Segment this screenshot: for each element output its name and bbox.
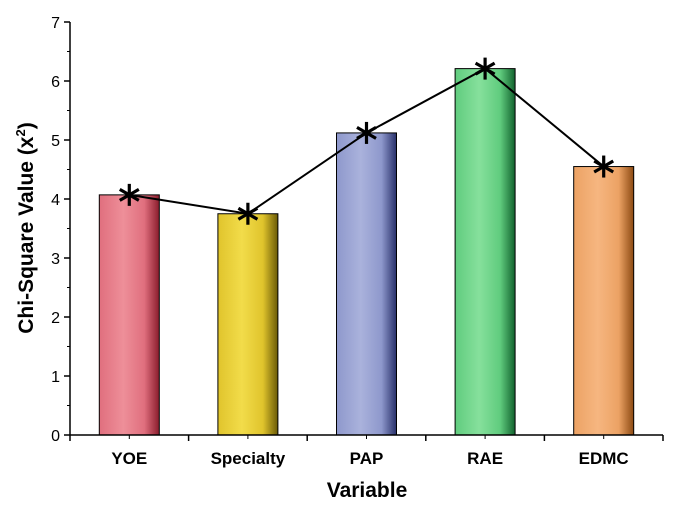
asterisk-marker-rae bbox=[474, 57, 496, 80]
x-axis-title: Variable bbox=[327, 479, 408, 502]
asterisk-marker-yoe bbox=[118, 183, 140, 206]
bar-yoe bbox=[98, 194, 160, 436]
y-tick-label: 7 bbox=[51, 15, 60, 32]
asterisk-marker-specialty bbox=[237, 202, 259, 225]
y-axis: 0 1 2 3 4 5 6 7 bbox=[51, 15, 71, 445]
asterisk-marker-edmc bbox=[593, 155, 615, 178]
y-tick-label: 5 bbox=[51, 133, 60, 150]
y-axis-title: Chi-Square Value (x2) bbox=[13, 122, 38, 333]
y-tick-label: 1 bbox=[51, 369, 60, 386]
y-axis-title-main: Chi-Square Value (x bbox=[15, 136, 38, 334]
x-tick-label-yoe: YOE bbox=[111, 449, 147, 468]
y-tick-label: 4 bbox=[51, 192, 60, 209]
y-axis-title-close: ) bbox=[15, 122, 38, 129]
x-tick-label-edmc: EDMC bbox=[579, 449, 629, 468]
trend-line-overlay bbox=[118, 57, 615, 225]
asterisk-marker-pap bbox=[356, 121, 377, 144]
x-tick-label-specialty: Specialty bbox=[211, 449, 286, 468]
bar-specialty bbox=[217, 213, 279, 436]
x-tick-label-pap: PAP bbox=[350, 449, 384, 468]
y-tick-label: 6 bbox=[51, 74, 60, 91]
x-axis: YOE Specialty PAP RAE EDMC bbox=[69, 434, 664, 468]
y-axis-title-superscript: 2 bbox=[13, 129, 28, 136]
y-tick-label: 3 bbox=[51, 251, 60, 268]
y-tick-label: 0 bbox=[51, 428, 60, 445]
y-tick-label: 2 bbox=[51, 310, 60, 327]
bar-edmc bbox=[573, 166, 635, 436]
bar-pap bbox=[336, 132, 397, 436]
x-tick-label-rae: RAE bbox=[467, 449, 503, 468]
bar-rae bbox=[454, 68, 516, 436]
